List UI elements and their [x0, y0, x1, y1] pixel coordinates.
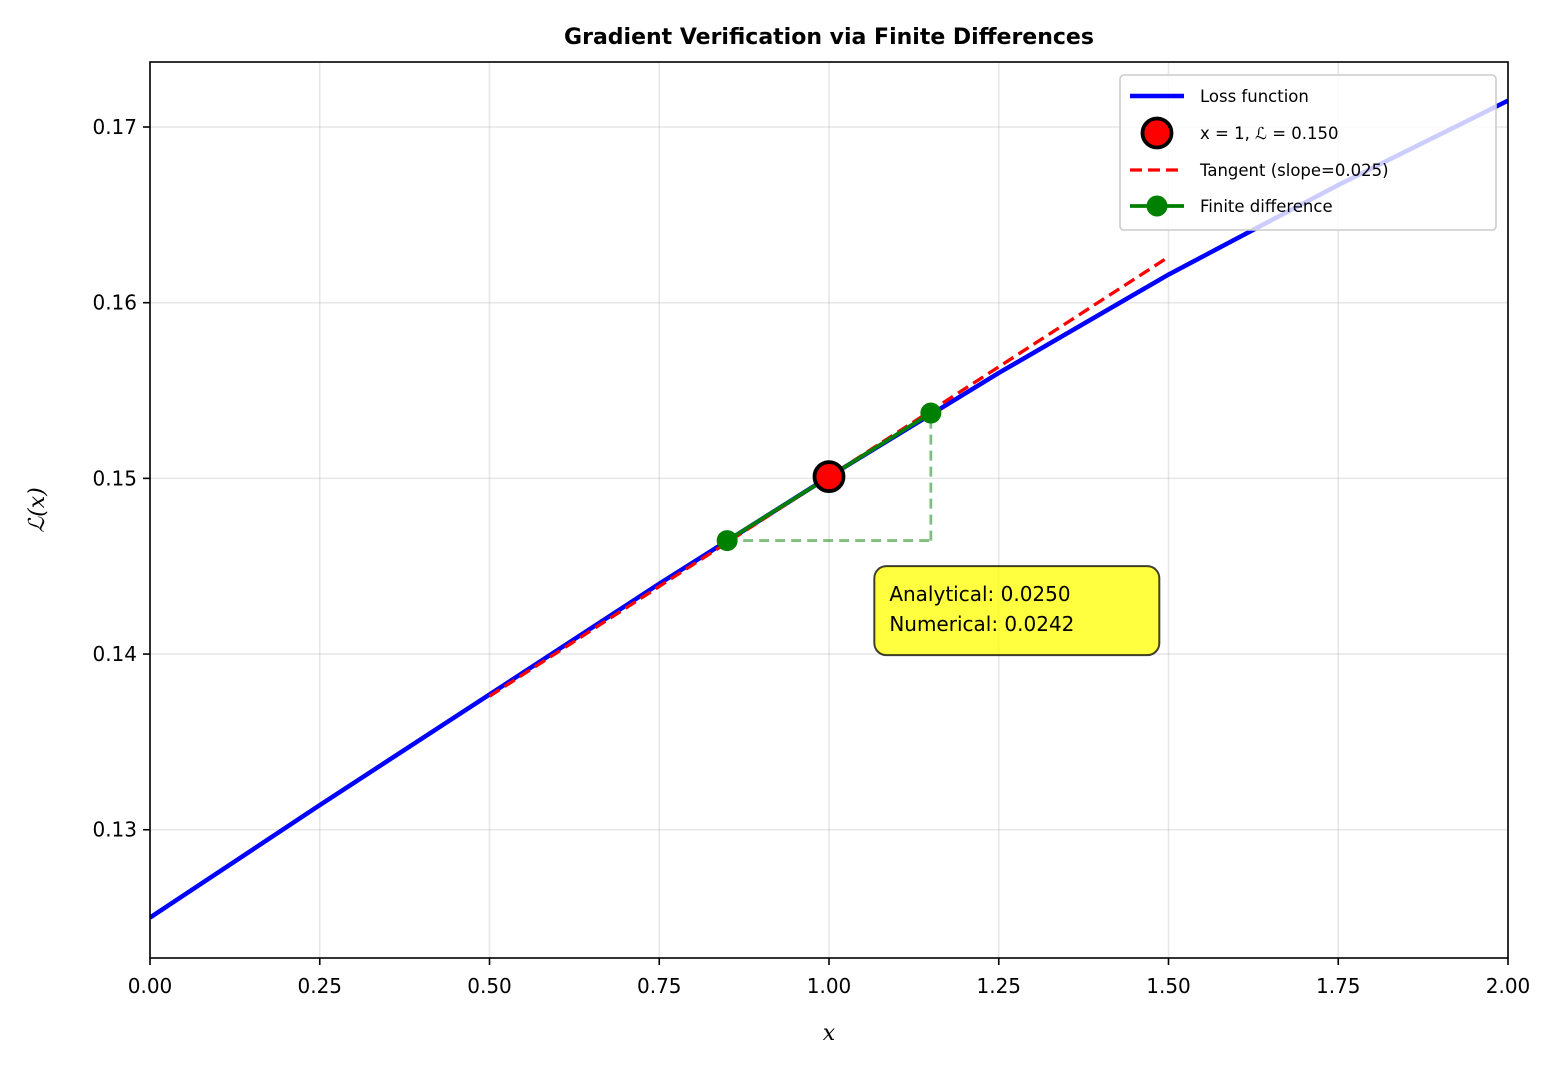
legend-label: Tangent (slope=0.025)	[1199, 161, 1389, 180]
x-tick-label: 1.75	[1316, 974, 1361, 998]
x-tick-label: 0.75	[637, 974, 682, 998]
y-tick-label: 0.15	[92, 466, 137, 490]
legend-label: Loss function	[1200, 87, 1309, 106]
x-tick-label: 1.50	[1146, 974, 1191, 998]
finite-difference-point	[920, 402, 942, 424]
x-tick-label: 2.00	[1486, 974, 1531, 998]
x-tick-label: 0.50	[467, 974, 512, 998]
x-tick-label: 0.00	[128, 974, 173, 998]
annotation-line: Analytical: 0.0250	[889, 582, 1070, 606]
y-tick-label: 0.14	[92, 642, 137, 666]
legend-swatch-point	[1140, 116, 1174, 150]
finite-difference-point	[716, 530, 738, 552]
x-tick-label: 1.25	[976, 974, 1021, 998]
annotation-box	[873, 565, 1161, 657]
legend: Loss function x = 1, ℒ = 0.150 Tangent (sl…	[1119, 74, 1497, 231]
chart-title: Gradient Verification via Finite Differe…	[564, 25, 1094, 50]
legend-label: x = 1, ℒ = 0.150	[1200, 124, 1339, 143]
y-axis-label: ℒ(x)	[25, 487, 50, 532]
evaluation-point-marker	[812, 460, 846, 494]
x-tick-label: 1.00	[807, 974, 852, 998]
y-tick-label: 0.13	[92, 818, 137, 842]
ticks: 0.00 0.25 0.50 0.75 1.00 1.25 1.50 1.75 2.00 0.13…	[92, 115, 1530, 998]
legend-box	[1119, 74, 1497, 231]
annotation: Analytical: 0.0250 Numerical: 0.0242	[873, 565, 1161, 657]
y-tick-label: 0.16	[92, 291, 137, 315]
annotation-line: Numerical: 0.0242	[889, 612, 1074, 636]
x-axis-label: x	[823, 1021, 836, 1046]
y-tick-label: 0.17	[92, 115, 137, 139]
legend-label: Finite difference	[1200, 197, 1333, 216]
legend-swatch-finite-difference-marker	[1146, 195, 1168, 217]
x-tick-label: 0.25	[297, 974, 342, 998]
